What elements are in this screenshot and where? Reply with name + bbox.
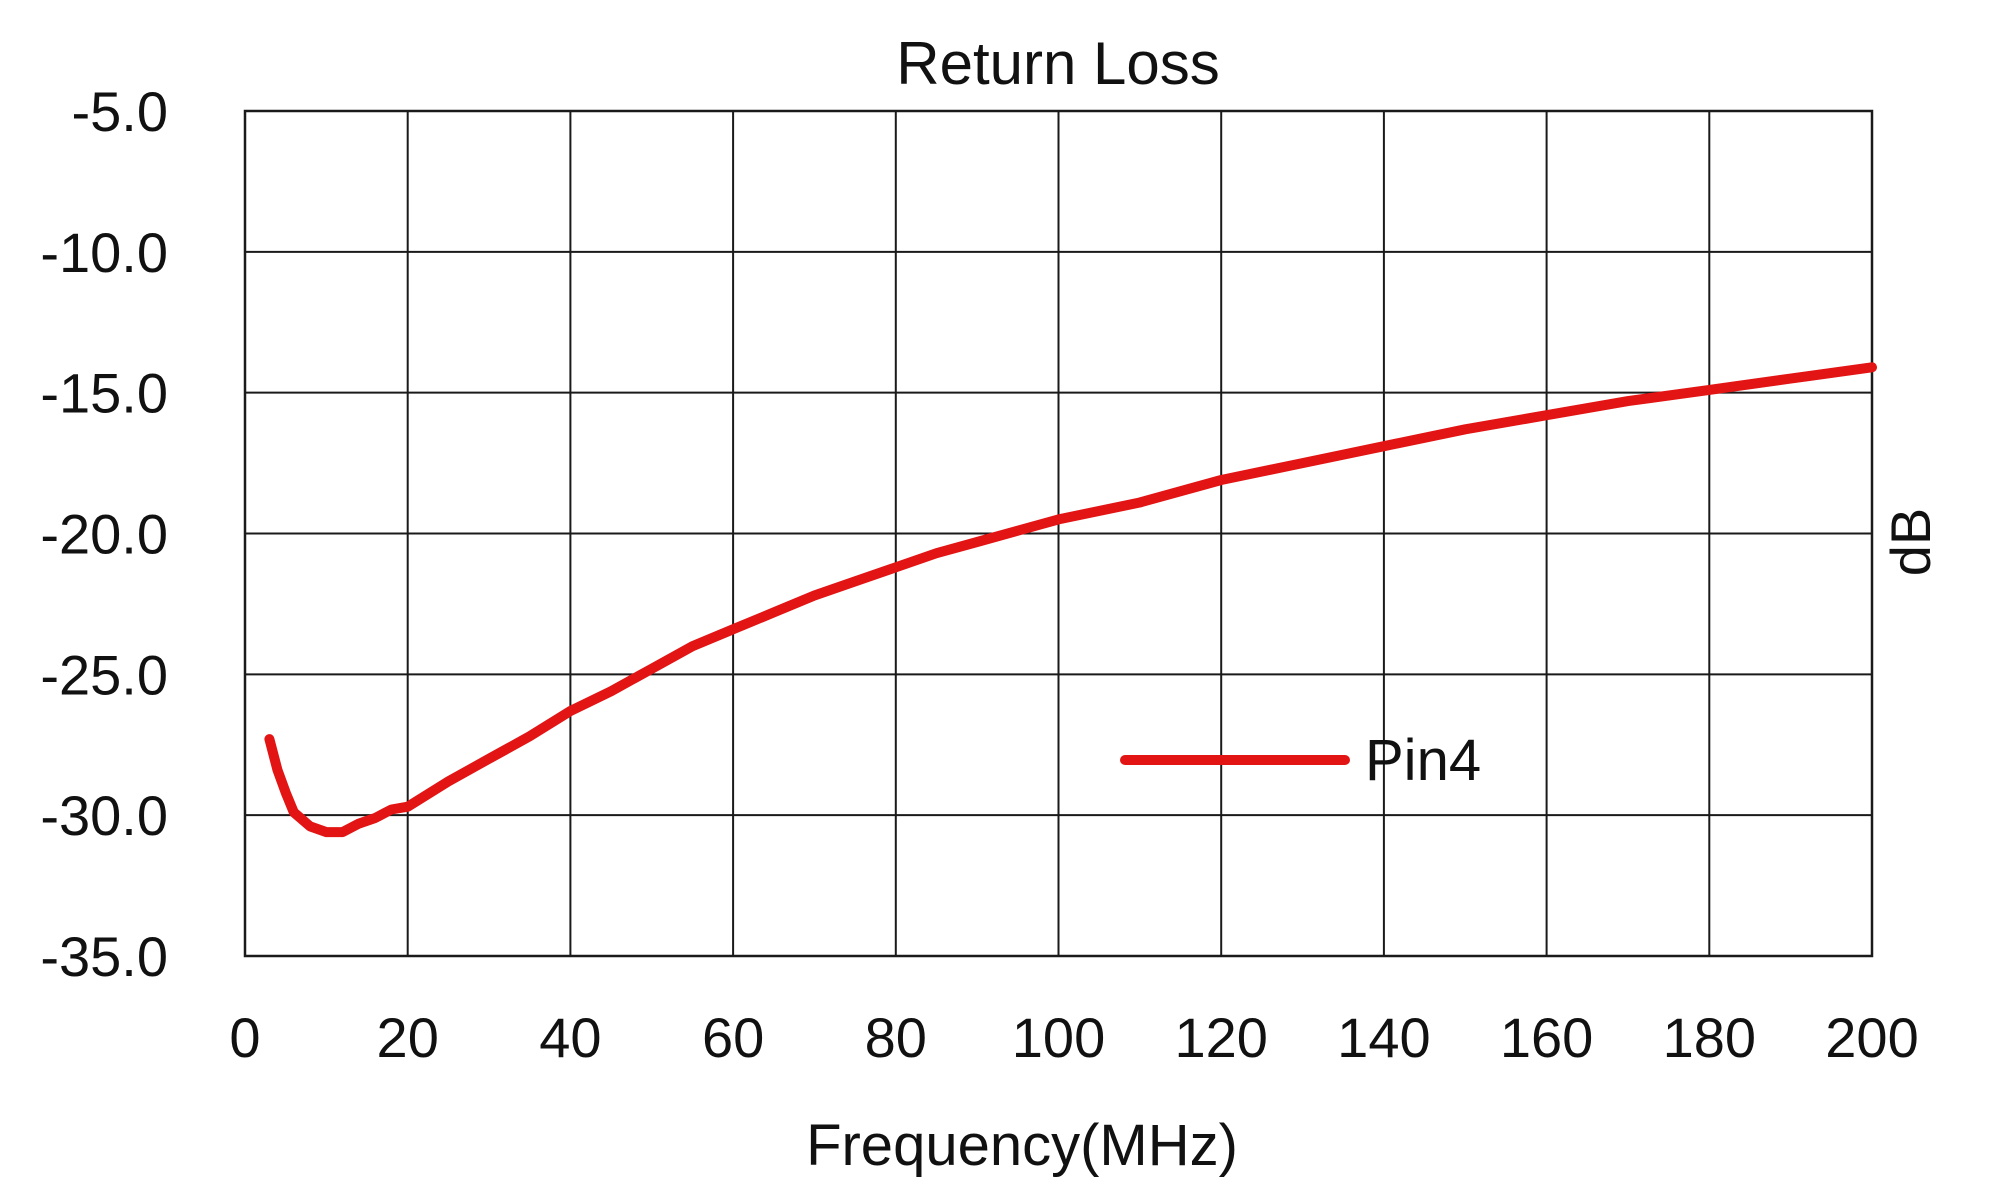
x-tick-label: 80 bbox=[865, 1006, 927, 1069]
chart-title: Return Loss bbox=[896, 30, 1220, 97]
y-tick-label: -5.0 bbox=[72, 80, 169, 143]
x-tick-label: 200 bbox=[1825, 1006, 1918, 1069]
x-axis-label: Frequency(MHz) bbox=[806, 1113, 1238, 1178]
x-tick-label: 20 bbox=[377, 1006, 439, 1069]
y-tick-label: -20.0 bbox=[40, 503, 168, 566]
y-axis-label: dB bbox=[1879, 508, 1942, 577]
x-tick-label: 160 bbox=[1500, 1006, 1593, 1069]
x-tick-label: 60 bbox=[702, 1006, 764, 1069]
x-tick-label: 120 bbox=[1174, 1006, 1267, 1069]
x-tick-label: 0 bbox=[229, 1006, 260, 1069]
x-tick-label: 100 bbox=[1012, 1006, 1105, 1069]
y-tick-label: -30.0 bbox=[40, 784, 168, 847]
grid bbox=[244, 110, 1873, 957]
y-tick-label: -25.0 bbox=[40, 643, 168, 706]
x-tick-label: 180 bbox=[1663, 1006, 1756, 1069]
x-tick-label: 140 bbox=[1337, 1006, 1430, 1069]
y-axis-ticks: -5.0 -10.0 -15.0 -20.0 -25.0 -30.0 -35.0 bbox=[40, 80, 168, 988]
series-line-pin4 bbox=[264, 362, 1877, 838]
x-axis-ticks: 0 20 40 60 80 100 120 140 160 180 200 bbox=[229, 1006, 1918, 1069]
x-tick-label: 40 bbox=[539, 1006, 601, 1069]
legend: Pin4 bbox=[1120, 728, 1481, 793]
legend-label-pin4: Pin4 bbox=[1365, 728, 1481, 793]
series-layer bbox=[264, 362, 1877, 838]
y-tick-label: -15.0 bbox=[40, 362, 168, 425]
y-tick-label: -10.0 bbox=[40, 221, 168, 284]
plot-area-frame bbox=[243, 109, 1874, 958]
y-tick-label: -35.0 bbox=[40, 925, 168, 988]
